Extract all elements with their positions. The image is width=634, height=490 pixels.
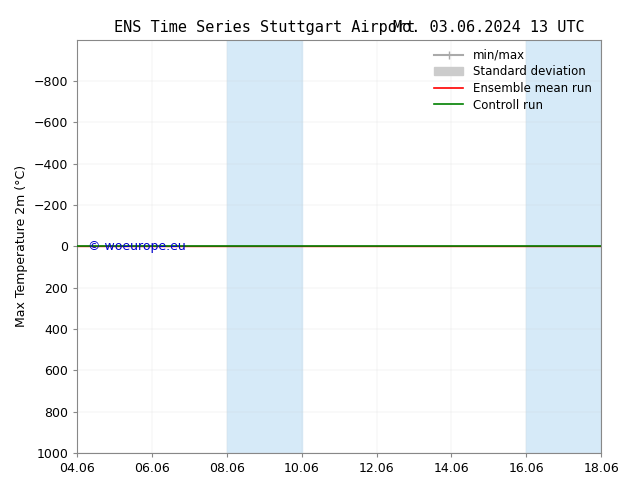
Text: © woeurope.eu: © woeurope.eu <box>87 240 185 253</box>
Text: ENS Time Series Stuttgart Airport: ENS Time Series Stuttgart Airport <box>114 20 415 35</box>
Bar <box>227 40 302 453</box>
Bar <box>526 40 601 453</box>
Y-axis label: Max Temperature 2m (°C): Max Temperature 2m (°C) <box>15 165 28 327</box>
Text: Mo. 03.06.2024 13 UTC: Mo. 03.06.2024 13 UTC <box>393 20 585 35</box>
Legend: min/max, Standard deviation, Ensemble mean run, Controll run: min/max, Standard deviation, Ensemble me… <box>430 46 595 115</box>
